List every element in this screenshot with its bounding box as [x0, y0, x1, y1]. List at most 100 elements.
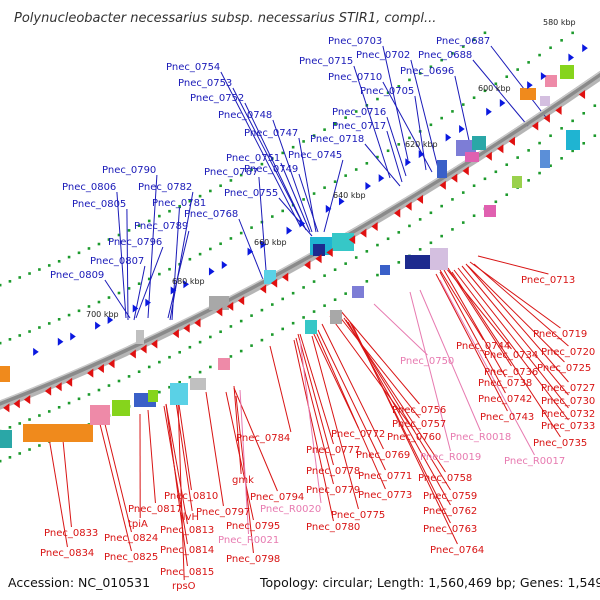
- labels_blue-gene-label: Pnec_0807: [90, 256, 144, 267]
- tick-dot-2-19: [178, 350, 181, 354]
- reverse-gene-arrow: [172, 329, 179, 339]
- reverse-feature-block: [170, 383, 188, 405]
- labels_pink-leader-line: [299, 339, 322, 504]
- labels_red-leader-line: [165, 403, 188, 525]
- labels_blue-leader-line: [133, 265, 146, 321]
- forward-gene-arrow: [405, 158, 411, 167]
- labels_red-leader-line: [317, 329, 386, 471]
- tick-dot-3-57: [582, 141, 586, 145]
- forward-feature-block: [560, 65, 574, 79]
- reverse-gene-arrow: [578, 90, 586, 100]
- tick-dot-0-24: [229, 179, 233, 182]
- forward-feature-block: [332, 233, 354, 251]
- labels_red-leader-line: [451, 271, 561, 438]
- tick-dot-3-4: [28, 448, 31, 451]
- labels_blue-gene-label: Pnec_0710: [328, 72, 382, 83]
- labels_red-gene-label: Pnec_0810: [164, 491, 218, 502]
- labels_blue-leader-line: [116, 191, 127, 319]
- tick-dot-2-27: [260, 308, 264, 312]
- tick-dot-3-47: [472, 214, 476, 218]
- labels_blue-leader-line: [454, 75, 471, 146]
- labels_red-gene-label: Pnec_0738: [478, 378, 532, 389]
- labels_red-leader-line: [177, 401, 185, 581]
- reverse-feature-block: [90, 405, 110, 425]
- tick-dot-3-18: [168, 385, 171, 389]
- tick-dot-3-3: [18, 452, 22, 455]
- tick-dot-1-32: [312, 192, 316, 195]
- labels_blue-gene-label: Pnec_0696: [400, 66, 454, 77]
- tick-dot-2-42: [418, 218, 422, 221]
- forward-feature-block: [264, 270, 276, 284]
- labels_red-leader-line: [329, 315, 415, 432]
- labels_red-gene-label: Pnec_0742: [478, 394, 532, 405]
- labels_red-gene-label: Pnec_0730: [541, 396, 595, 407]
- labels_red-gene-label: Pnec_0794: [250, 492, 304, 503]
- forward-feature-block: [520, 88, 536, 100]
- labels_red-gene-label: Pnec_0775: [331, 510, 385, 521]
- tick-dot-0-7: [57, 259, 61, 263]
- tick-dot-2-15: [137, 370, 141, 373]
- labels_blue-gene-label: Pnec_0718: [310, 134, 364, 145]
- labels_red-gene-label: Pnec_0817: [128, 504, 182, 515]
- tick-dot-1-41: [408, 136, 411, 140]
- labels_blue-leader-line: [298, 173, 319, 233]
- tick-dot-3-29: [281, 327, 285, 331]
- tick-dot-1-31: [302, 198, 305, 201]
- labels_red-leader-line: [299, 333, 334, 445]
- forward-feature-block: [540, 96, 550, 106]
- forward-feature-block: [313, 244, 325, 256]
- tick-dot-0-27: [260, 162, 264, 166]
- tick-dot-0-4: [28, 272, 31, 275]
- labels_blue-leader-line: [386, 116, 407, 177]
- labels_red-leader-line: [225, 391, 254, 521]
- tick-dot-0-22: [209, 189, 212, 193]
- labels_red-leader-line: [293, 339, 334, 522]
- reverse-gene-arrow: [3, 403, 10, 413]
- tick-dot-2-30: [291, 291, 295, 295]
- labels_red-gene-label: Pnec_0713: [521, 275, 575, 286]
- labels_red-gene-label: Pnec_0777: [306, 445, 360, 456]
- tick-dot-0-2: [8, 280, 12, 283]
- reverse-gene-arrow: [485, 151, 492, 161]
- labels_blue-leader-line: [472, 59, 529, 127]
- tick-labels-layer: 580 kbp 600 kbp 620 kbp 640 kbp 660 kbp 680 k…: [86, 18, 576, 319]
- tick-dot-0-23: [219, 184, 222, 188]
- tick-dot-0-43: [429, 65, 433, 69]
- tick-dot-1-29: [281, 209, 285, 213]
- tick-dot-3-55: [560, 157, 563, 160]
- labels_red-leader-line: [453, 269, 569, 421]
- labels_blue-gene-label: Pnec_0715: [299, 56, 353, 67]
- tick-dot-0-32: [312, 134, 316, 137]
- labels_pink-gene-label: Pnec_R0017: [504, 456, 565, 467]
- reverse-gene-arrow: [304, 260, 311, 270]
- labels_red-gene-label: Pnec_0795: [226, 521, 280, 532]
- labels_blue-gene-label: Pnec_0702: [356, 50, 410, 61]
- reverse-gene-arrow: [65, 377, 73, 387]
- tick-label-3: 640 kbp: [333, 191, 366, 200]
- labels_red-leader-line: [477, 255, 549, 275]
- tick-dot-1-6: [47, 322, 51, 325]
- tick-dot-3-54: [549, 164, 552, 168]
- labels_red-leader-line: [315, 331, 386, 490]
- tick-dot-0-35: [344, 116, 347, 119]
- labels_red-gene-label: Pnec_0798: [226, 554, 280, 565]
- tick-dot-2-52: [527, 149, 530, 152]
- tick-dot-0-36: [354, 110, 358, 113]
- reverse-gene-arrow: [23, 395, 31, 405]
- tick-dot-1-51: [516, 68, 519, 71]
- labels_blue-gene-label: Pnec_0687: [436, 36, 490, 47]
- reverse-gene-arrow: [531, 121, 539, 131]
- reverse-feature-block: [305, 320, 317, 334]
- labels_pink-gene-label: Pnec_R0019: [420, 452, 481, 463]
- labels_blue-leader-line: [323, 159, 344, 233]
- labels_red-leader-line: [443, 269, 506, 378]
- tick-dot-3-20: [188, 375, 192, 379]
- reverse-feature-block: [0, 430, 12, 448]
- tick-dot-3-32: [312, 310, 316, 313]
- tick-dot-2-48: [483, 177, 487, 181]
- labels_red-gene-label: Pnec_0719: [533, 329, 587, 340]
- labels_blue-leader-line: [167, 230, 190, 319]
- reverse-gene-arrow: [129, 349, 136, 359]
- forward-gene-arrow: [33, 347, 39, 356]
